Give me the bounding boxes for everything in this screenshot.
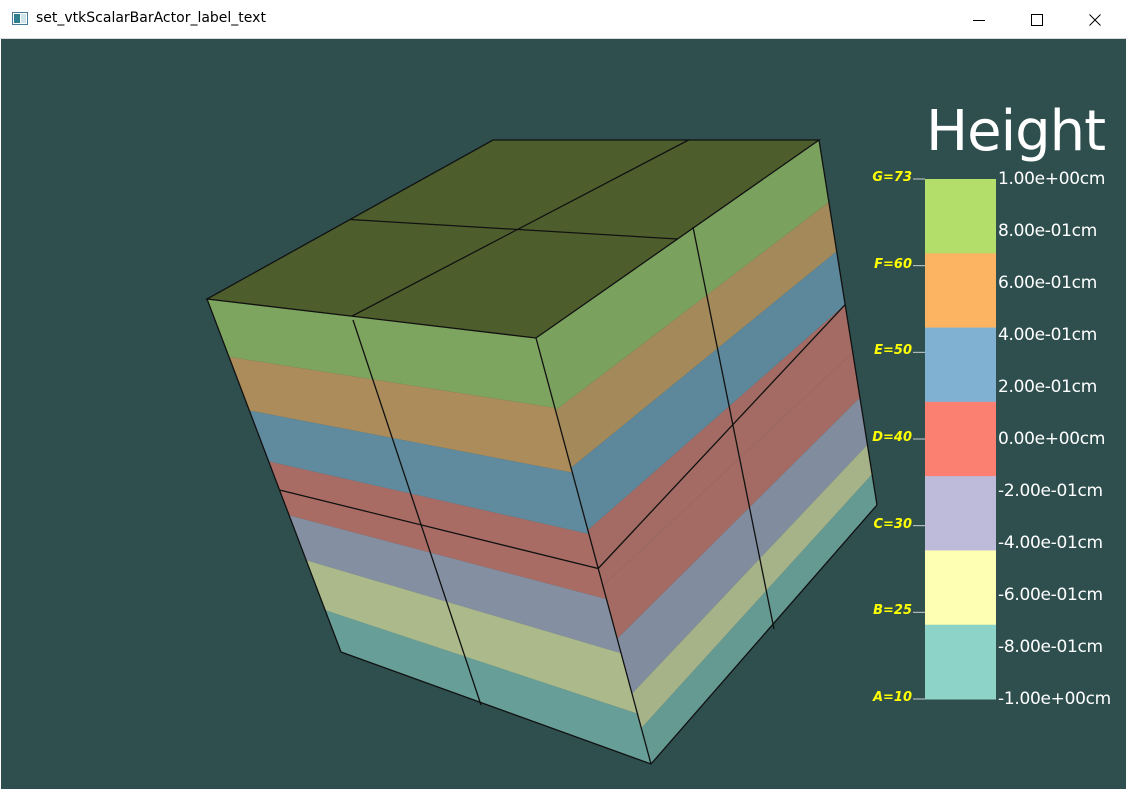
scalar-bar-tick-label: -4.00e-01cm <box>998 533 1103 553</box>
cube-edge-line <box>650 504 878 765</box>
render-viewport[interactable]: Height 1.00e+00cm 8.00e-01cm 6.00e-01cm 4.0… <box>1 39 1126 789</box>
scalar-bar-swatch <box>925 624 996 700</box>
cube-left-band <box>268 461 599 569</box>
scalar-bar-tick-label: -2.00e-01cm <box>998 481 1103 501</box>
close-button[interactable] <box>1066 0 1124 39</box>
cube-right-band <box>602 352 860 639</box>
scalar-bar-annotation: B=25 <box>873 603 912 619</box>
scalar-bar-tick-label: -8.00e-01cm <box>998 637 1103 657</box>
scalar-bar-annotation: G=73 <box>872 170 912 185</box>
scalar-bar-tick-label: -1.00e+00cm <box>998 689 1111 709</box>
title-bar: set_vtkScalarBarActor_label_text <box>0 0 1127 39</box>
cube-edge-line <box>352 319 482 706</box>
maximize-button[interactable] <box>1008 0 1066 39</box>
cube-right-band <box>587 304 853 586</box>
cube-right-band <box>632 444 873 729</box>
cube-left-band <box>325 610 651 764</box>
close-icon <box>1089 13 1101 26</box>
cube-mid-line <box>279 304 846 570</box>
window-title: set_vtkScalarBarActor_label_text <box>36 10 266 26</box>
cube-edge-line <box>692 226 775 630</box>
cube-right-band <box>536 140 829 411</box>
cube-left-band <box>229 356 573 473</box>
scalar-bar-tick-label: 6.00e-01cm <box>998 273 1097 293</box>
cube-scene <box>204 139 996 765</box>
scalar-bar-tick-label: 2.00e-01cm <box>998 377 1097 397</box>
scalar-bar-annotation: E=50 <box>874 343 912 359</box>
cube-top-grid-line <box>349 218 678 240</box>
cube-right-band <box>555 202 837 468</box>
cube-edge-line <box>818 139 878 506</box>
scalar-bar-title: Height <box>926 99 1106 164</box>
scalar-bar-tick-label: -6.00e-01cm <box>998 585 1103 605</box>
cube-right-band <box>571 251 846 531</box>
cube-left-band <box>207 299 555 408</box>
cube-left-band <box>249 410 589 534</box>
scalar-bar-swatch <box>925 253 996 329</box>
scalar-bar-swatch <box>925 327 996 403</box>
cube-edge-line <box>535 337 652 765</box>
cube-left-band <box>306 560 638 714</box>
scalar-bar-annotation: D=40 <box>872 430 912 445</box>
cube-edge-line <box>206 298 342 653</box>
scalar-bar-swatch <box>925 550 996 626</box>
scalar-bar-swatch <box>925 476 996 551</box>
minimize-icon <box>973 19 985 21</box>
scalar-bar-tick-label: 4.00e-01cm <box>998 325 1097 345</box>
cube-right-band <box>617 397 868 694</box>
scalar-bar-swatch <box>925 179 996 254</box>
scalar-bar-tick-label: 1.00e+00cm <box>998 169 1106 189</box>
maximize-icon <box>1031 13 1043 26</box>
scalar-bar-annotation: F=60 <box>874 256 912 272</box>
scalar-bar-annotation: A=10 <box>872 690 912 705</box>
scalar-bar-tick-label: 0.00e+00cm <box>998 429 1106 449</box>
cube-top-grid-line <box>351 139 689 317</box>
cube-left-band <box>279 490 607 600</box>
scalar-bar-swatch <box>925 401 996 477</box>
cube-left-band <box>289 515 622 654</box>
scalar-bar-annotation: C=30 <box>873 516 912 532</box>
cube-edge-line <box>340 651 652 765</box>
cube-right-band <box>641 474 877 764</box>
app-icon <box>12 12 28 25</box>
minimize-button[interactable] <box>950 0 1008 39</box>
scalar-bar-tick-label: 8.00e-01cm <box>998 221 1097 241</box>
